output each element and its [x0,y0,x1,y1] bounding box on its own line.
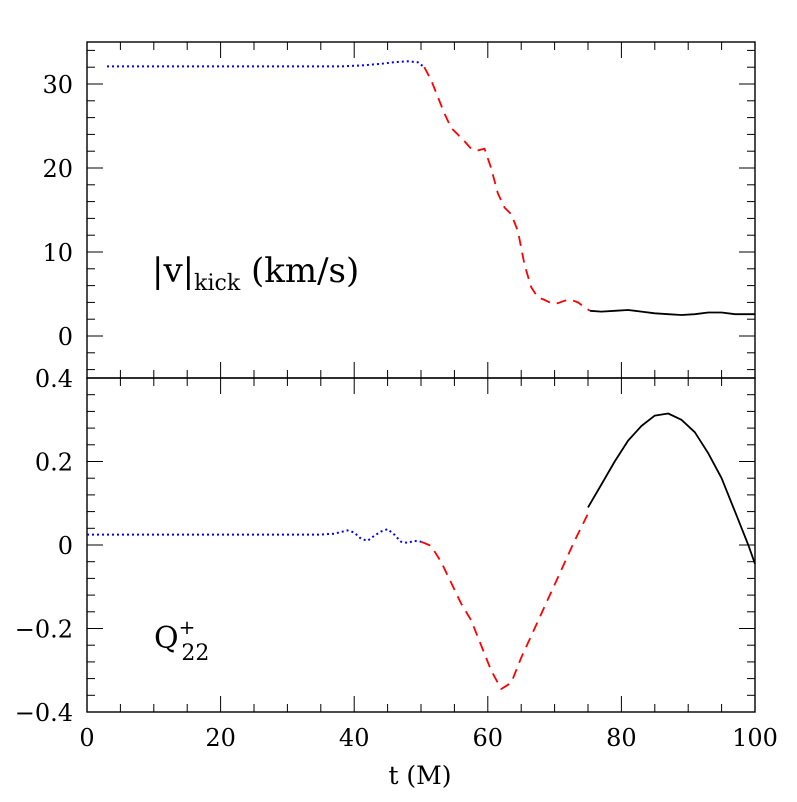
x-tick-label: 0 [79,724,94,752]
kick-series-solid [589,309,755,316]
y-tick-label: 20 [42,155,73,183]
y-tick-label: 30 [42,71,73,99]
kick-series-dotted [107,60,425,68]
y-tick-label: 0.2 [35,449,73,477]
plot-frame [86,41,756,379]
waveform-series-solid [587,412,756,565]
y-tick-label: 0.4 [35,365,73,393]
waveform-panel: −0.4 −0.2 0 0.2 0.4 0 20 40 60 80 100 Q+ 22 [15,365,778,752]
y-tick-label: 0 [58,532,73,560]
kick-series-dashed [423,66,591,312]
x-tick-label: 100 [732,724,778,752]
y-tick-label: −0.2 [15,616,73,644]
x-tick-label: 40 [339,724,370,752]
x-tick-label: 20 [205,724,236,752]
waveform-series-dotted [87,528,422,544]
kick-annotation: |v|kick (km/s) [152,251,359,296]
y-tick-label: 10 [42,239,73,267]
x-tick-label: 80 [606,724,637,752]
waveform-annotation: Q+ 22 [154,615,209,666]
y-tick-label: 0 [58,323,73,351]
x-tick-label: 60 [473,724,504,752]
x-axis-label: t (M) [388,761,451,790]
kick-velocity-panel: 0 10 20 30 |v|kick (km/s) [42,41,756,379]
waveform-series-dashed [420,513,589,690]
y-tick-label: −0.4 [15,699,73,727]
